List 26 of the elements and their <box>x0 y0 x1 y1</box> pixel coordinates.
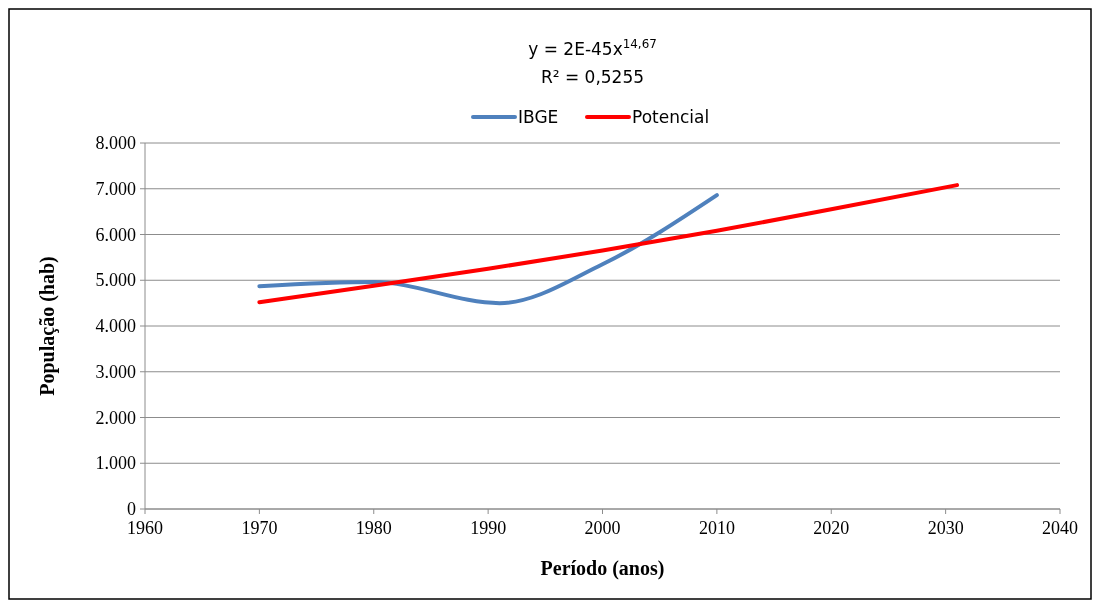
line-series <box>257 193 719 306</box>
y-tick-label: 8.000 <box>95 133 136 153</box>
x-tick-label: 2010 <box>698 518 735 538</box>
x-axis-title: Período (anos) <box>540 557 665 580</box>
y-tick-label: 4.000 <box>95 316 136 336</box>
y-tick-label: 0 <box>127 499 136 519</box>
x-tick-label: 2030 <box>927 518 964 538</box>
legend-label: IBGE <box>518 107 559 127</box>
x-tick-label: 1990 <box>470 518 507 538</box>
x-tick-label: 1970 <box>241 518 278 538</box>
y-tick-label: 6.000 <box>95 224 136 245</box>
x-tick-label: 2000 <box>584 518 621 538</box>
line-series <box>257 183 960 305</box>
text: R² = 0,5255 <box>540 67 645 87</box>
x-tick-label: 1960 <box>127 518 163 538</box>
y-tick-label: 3.000 <box>95 361 136 382</box>
x-tick-label: 2040 <box>1042 518 1078 538</box>
x-tick-label: 1980 <box>355 518 392 538</box>
y-tick-label: 2.000 <box>95 407 136 428</box>
y-tick-label: 7.000 <box>95 178 136 199</box>
legend-label: Potencial <box>632 107 710 127</box>
y-tick-label: 5.000 <box>95 270 136 291</box>
y-tick-label: 1.000 <box>95 453 136 474</box>
y-axis-title: População (hab) <box>36 256 59 396</box>
text: y = 2E-45x$^{14,67}$ <box>528 37 657 59</box>
x-tick-label: 2020 <box>813 518 850 538</box>
